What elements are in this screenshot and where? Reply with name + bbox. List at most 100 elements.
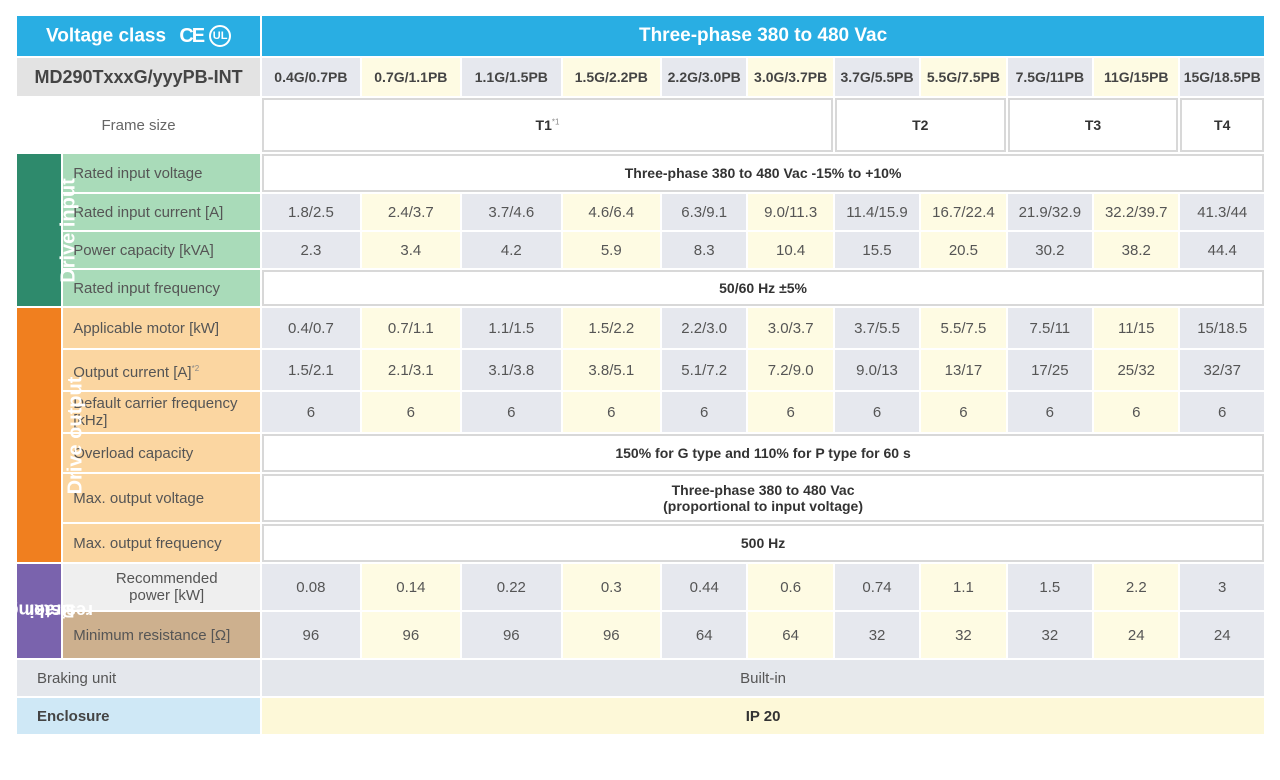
cell: 24 — [1094, 612, 1179, 658]
cell: 44.4 — [1180, 232, 1264, 268]
footnote-marker: *2 — [191, 363, 200, 373]
cell: 30.2 — [1007, 232, 1093, 268]
cell: 1.5 — [1007, 564, 1093, 610]
cell: 13/17 — [921, 350, 1006, 390]
model-col: 0.7G/1.1PB — [361, 58, 461, 96]
cell: 9.0/13 — [834, 350, 920, 390]
cell: 0.08 — [262, 564, 360, 610]
max-output-voltage-value: Three-phase 380 to 480 Vac (proportional … — [262, 474, 1264, 522]
cell: 25/32 — [1094, 350, 1179, 390]
ul-mark-icon: UL — [209, 25, 232, 47]
cell: 6 — [562, 392, 661, 432]
cell: 17/25 — [1007, 350, 1093, 390]
certification-marks: CE UL — [179, 24, 232, 48]
cell: 1.1/1.5 — [462, 308, 561, 348]
rated-input-current-label: Rated input current [A] — [63, 194, 261, 230]
cell: 6 — [1180, 392, 1264, 432]
ce-mark-icon: CE — [179, 24, 205, 47]
recommended-power-row: Braking resistor Recommended power [kW] 0.… — [8, 564, 1264, 658]
cell: 6 — [921, 392, 1006, 432]
model-label: MD290TxxxG/yyyPB-INT — [17, 58, 261, 96]
voltage-class-label: Voltage class — [46, 25, 167, 47]
max-output-voltage-row: Max. output voltage Three-phase 380 to 4… — [17, 474, 1264, 522]
enclosure-value: IP 20 — [262, 698, 1264, 734]
cell: 3 — [1180, 564, 1264, 610]
power-capacity-label: Power capacity [kVA] — [63, 232, 261, 268]
model-col: 3.7G/5.5PB — [834, 58, 920, 96]
cell: 1.1 — [921, 564, 1006, 610]
braking-unit-label: Braking unit — [17, 660, 261, 696]
cell: 20.5 — [921, 232, 1006, 268]
cell: 10.4 — [748, 232, 833, 268]
cell: 3.7/5.5 — [834, 308, 920, 348]
cell: 3.0/3.7 — [748, 308, 833, 348]
braking-unit-value: Built-in — [262, 660, 1264, 696]
model-col: 7.5G/11PB — [1007, 58, 1093, 96]
cell: 5.5/7.5 — [921, 308, 1006, 348]
rated-input-voltage-label: Rated input voltage — [63, 154, 261, 192]
cell: 1.8/2.5 — [262, 194, 360, 230]
minimum-resistance-label: Minimum resistance [Ω] — [63, 612, 261, 658]
carrier-frequency-label: Default carrier frequency [kHz] — [63, 392, 261, 432]
model-col: 0.4G/0.7PB — [262, 58, 360, 96]
cell: 6 — [462, 392, 561, 432]
cell: 2.1/3.1 — [361, 350, 461, 390]
voltage-class-cell: Voltage class CE UL — [17, 16, 261, 56]
frame-size-label: Frame size — [17, 98, 261, 152]
enclosure-label: Enclosure — [17, 698, 261, 734]
voltage-class-value: Three-phase 380 to 480 Vac — [262, 16, 1264, 56]
cell: 7.5/11 — [1007, 308, 1093, 348]
max-output-frequency-label: Max. output frequency — [63, 524, 261, 562]
cell: 0.7/1.1 — [361, 308, 461, 348]
spec-table-container: Voltage class CE UL Three-phase 380 to 4… — [8, 14, 1266, 736]
overload-capacity-label: Overload capacity — [63, 434, 261, 472]
output-current-label: Output current [A]*2 — [63, 350, 261, 390]
max-output-frequency-row: Max. output frequency 500 Hz — [17, 524, 1264, 562]
carrier-frequency-row: Default carrier frequency [kHz] 6 6 6 6 6… — [17, 392, 1264, 432]
cell: 7.2/9.0 — [748, 350, 833, 390]
cell: 0.74 — [834, 564, 920, 610]
spec-table: Voltage class CE UL Three-phase 380 to 4… — [8, 14, 1266, 736]
model-col: 5.5G/7.5PB — [921, 58, 1006, 96]
cell: 0.22 — [462, 564, 561, 610]
cell: 4.2 — [462, 232, 561, 268]
cell: 11.4/15.9 — [834, 194, 920, 230]
cell: 16.7/22.4 — [921, 194, 1006, 230]
cell: 0.44 — [662, 564, 747, 610]
cell: 1.5/2.1 — [262, 350, 360, 390]
header-row: Voltage class CE UL Three-phase 380 to 4… — [17, 16, 1264, 56]
cell: 6.3/9.1 — [662, 194, 747, 230]
drive-output-category: Drive output — [17, 308, 86, 562]
drive-input-category: Drive input — [17, 154, 80, 306]
cell: 11/15 — [1094, 308, 1179, 348]
cell: 38.2 — [1094, 232, 1179, 268]
cell: 64 — [748, 612, 833, 658]
cell: 3.8/5.1 — [562, 350, 661, 390]
overload-capacity-value: 150% for G type and 110% for P type for … — [262, 434, 1264, 472]
overload-capacity-row: Overload capacity 150% for G type and 11… — [17, 434, 1264, 472]
cell: 0.3 — [562, 564, 661, 610]
cell: 15.5 — [834, 232, 920, 268]
cell: 32.2/39.7 — [1094, 194, 1179, 230]
cell: 2.3 — [262, 232, 360, 268]
cell: 0.4/0.7 — [262, 308, 360, 348]
model-col: 11G/15PB — [1094, 58, 1179, 96]
applicable-motor-row: Drive output Applicable motor [kW] 0.4/0… — [17, 308, 1264, 562]
cell: 2.4/3.7 — [361, 194, 461, 230]
frame-t2: T2 — [834, 98, 1006, 152]
cell: 41.3/44 — [1180, 194, 1264, 230]
model-row: MD290TxxxG/yyyPB-INT 0.4G/0.7PB 0.7G/1.1… — [17, 58, 1264, 96]
cell: 32/37 — [1180, 350, 1264, 390]
rated-input-voltage-value: Three-phase 380 to 480 Vac -15% to +10% — [262, 154, 1264, 192]
cell: 3.4 — [361, 232, 461, 268]
power-capacity-row: Power capacity [kVA] 2.3 3.4 4.2 5.9 8.3… — [17, 232, 1264, 268]
cell: 5.9 — [562, 232, 661, 268]
cell: 6 — [361, 392, 461, 432]
cell: 96 — [361, 612, 461, 658]
rated-input-frequency-value: 50/60 Hz ±5% — [262, 270, 1264, 306]
cell: 1.5/2.2 — [562, 308, 661, 348]
model-col: 1.5G/2.2PB — [562, 58, 661, 96]
cell: 2.2/3.0 — [662, 308, 747, 348]
rated-input-frequency-label: Rated input frequency — [63, 270, 261, 306]
cell: 3.1/3.8 — [462, 350, 561, 390]
